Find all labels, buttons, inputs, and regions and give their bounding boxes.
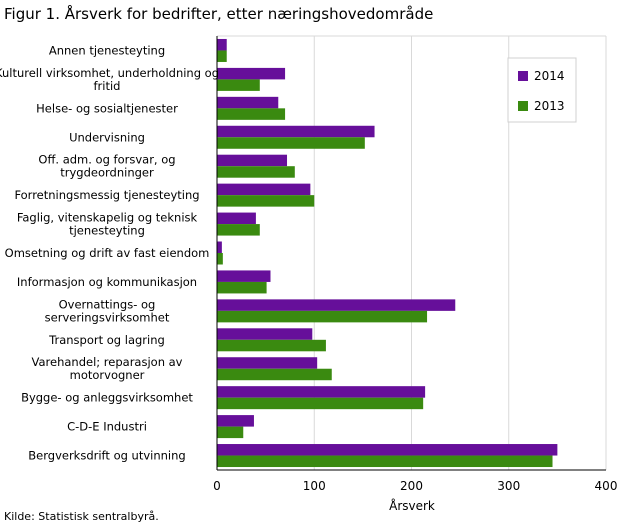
bar-2014 xyxy=(217,96,279,109)
bar-2014 xyxy=(217,154,288,167)
bar-2014 xyxy=(217,38,227,51)
category-labels: Annen tjenesteyting Kulturell virksomhet,… xyxy=(0,43,219,462)
bar-2014 xyxy=(217,270,271,282)
bar-2014 xyxy=(217,328,313,340)
bar-2013 xyxy=(217,79,260,91)
x-tick-label: 0 xyxy=(213,479,221,493)
category-label: serveringsvirksomhet xyxy=(45,310,170,324)
bar-2013 xyxy=(217,108,286,120)
legend-label-2014: 2014 xyxy=(534,69,565,83)
x-tick-label: 200 xyxy=(400,479,423,493)
bar-2013 xyxy=(217,137,365,149)
bar-2014 xyxy=(217,212,256,225)
category-label: Transport og lagring xyxy=(48,333,165,347)
bar-2014 xyxy=(217,444,558,456)
bar-2013 xyxy=(217,397,424,410)
x-tick-label: 400 xyxy=(595,479,618,493)
category-label: Bygge- og anleggsvirksomhet xyxy=(21,391,193,405)
bar-2014 xyxy=(217,386,426,398)
category-label: Overnattings- og xyxy=(59,297,156,311)
bar-2013 xyxy=(217,339,326,352)
category-label: Bergverksdrift og utvinning xyxy=(28,449,185,463)
legend: 2014 2013 xyxy=(507,57,577,123)
category-label: motorvogner xyxy=(70,368,145,382)
category-label: Annen tjenesteyting xyxy=(49,43,165,57)
category-label: trygdeordninger xyxy=(60,166,154,180)
source-note: Kilde: Statistisk sentralbyrå. xyxy=(4,510,159,523)
x-axis-label: Årsverk xyxy=(389,498,435,510)
bar-2014 xyxy=(217,67,286,80)
legend-swatch-2014 xyxy=(518,71,528,81)
bar-2014 xyxy=(217,415,254,427)
bar-2013 xyxy=(217,281,267,294)
bar-2013 xyxy=(217,455,553,468)
bars xyxy=(217,38,558,468)
x-tick-labels: 0 100 200 300 400 xyxy=(213,479,617,493)
category-label: Undervisning xyxy=(69,130,145,144)
x-tick-label: 100 xyxy=(303,479,326,493)
bar-2014 xyxy=(217,183,311,196)
legend-box xyxy=(507,57,577,123)
category-label: tjenesteyting xyxy=(69,224,145,238)
bar-2014 xyxy=(217,299,456,311)
category-label: C-D-E Industri xyxy=(67,420,147,434)
chart-title: Figur 1. Årsverk for bedrifter, etter næ… xyxy=(4,5,434,23)
bar-2013 xyxy=(217,310,428,323)
bar-2014 xyxy=(217,125,375,138)
bar-2014 xyxy=(217,357,318,369)
axes xyxy=(216,36,606,471)
legend-label-2013: 2013 xyxy=(534,99,565,113)
category-label: Off. adm. og forsvar, og xyxy=(38,153,175,167)
category-label: Varehandel; reparasjon av xyxy=(32,355,183,369)
bar-2013 xyxy=(217,368,332,381)
bar-2013 xyxy=(217,195,315,207)
category-label: Faglig, vitenskapelig og teknisk xyxy=(17,211,198,225)
bar-2013 xyxy=(217,50,227,62)
bar-2013 xyxy=(217,166,295,178)
category-label: Omsetning og drift av fast eiendom xyxy=(5,246,210,260)
category-label: Helse- og sosialtjenester xyxy=(36,101,178,115)
category-label: Kulturell virksomhet, underholdning og xyxy=(0,66,219,80)
bar-chart: Annen tjenesteyting Kulturell virksomhet,… xyxy=(0,35,617,510)
bar-2013 xyxy=(217,253,223,265)
legend-swatch-2013 xyxy=(518,101,528,111)
category-label: Forretningsmessig tjenesteyting xyxy=(14,188,199,202)
category-label: fritid xyxy=(94,79,121,93)
x-tick-label: 300 xyxy=(497,479,520,493)
bar-2013 xyxy=(217,224,260,236)
category-label: Informasjon og kommunikasjon xyxy=(17,275,197,289)
bar-2013 xyxy=(217,426,244,439)
bar-2014 xyxy=(217,241,222,253)
